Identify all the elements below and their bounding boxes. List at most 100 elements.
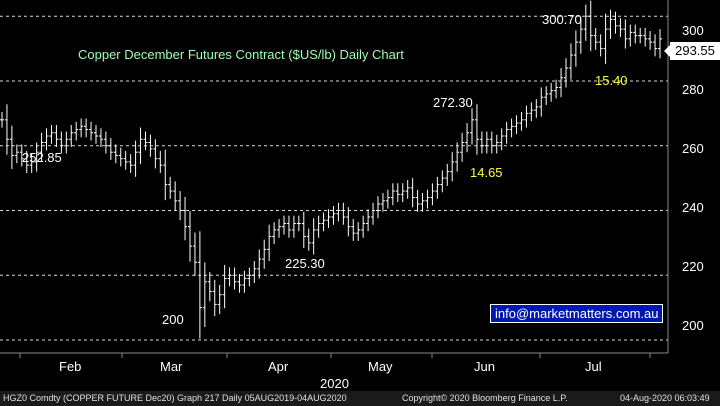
price-bar [183,196,188,241]
price-bar [306,228,311,251]
price-bar [237,273,242,293]
price-bar [430,183,435,206]
price-bar [529,102,534,122]
price-bar [593,27,598,50]
annotation-high-300: 300.70 [542,12,582,27]
price-bar [84,118,89,138]
price-bar [509,118,514,138]
price-bar [499,128,504,151]
price-bar [455,142,460,172]
annotation-move-1465: 14.65 [470,165,503,180]
annotation-low-200: 200 [162,312,184,327]
price-bar [544,86,549,105]
price-bar [222,264,227,309]
price-bar [282,215,286,235]
price-bar [321,212,326,232]
price-bar [385,189,390,209]
price-bar [79,118,84,138]
annotation-low-225: 225.30 [285,256,325,271]
price-bar [103,131,108,154]
price-bar [34,142,39,172]
price-bar [29,154,34,173]
price-bar [291,215,296,238]
price-bar [514,115,519,135]
y-tick-240: 240 [682,200,704,215]
price-bar [628,24,633,47]
price-bar [242,270,247,293]
price-bar [39,132,44,162]
price-bar [583,4,588,41]
price-bar [113,144,118,164]
price-bar [361,215,366,238]
price-bar [603,13,608,65]
price-bar [277,218,282,238]
price-bar [366,209,371,232]
price-bar [504,121,509,144]
x-axis-year: 2020 [320,376,349,391]
price-bar [588,0,593,52]
price-bar [613,11,618,34]
y-tick-280: 280 [682,82,704,97]
price-bar [123,150,128,170]
price-bar [341,202,346,225]
price-bar [49,125,54,144]
price-bar [272,222,277,245]
price-bar [163,149,168,201]
y-tick-220: 220 [682,259,704,274]
price-bar [633,24,638,44]
price-bar [658,29,662,59]
price-bar [564,58,568,88]
price-bar [19,144,24,167]
price-bar [435,176,440,199]
price-bar [286,215,291,238]
website-link[interactable]: info@marketmatters.com.au [490,304,664,323]
price-bar [128,154,133,173]
x-tick-apr: Apr [268,359,289,374]
price-bar [336,202,341,222]
price-bar [410,178,415,208]
x-tick-may: May [368,359,393,374]
price-bar [118,147,123,167]
price-bar [252,261,257,284]
price-bar [470,108,474,145]
price-bar [331,205,336,225]
price-bar [94,125,98,144]
footer-ticker: HGZ0 Comdty (COPPER FUTURE Dec20) Graph … [3,393,347,403]
price-bar [638,27,643,44]
price-bar [89,121,94,141]
gridlines [0,15,668,341]
price-bar [158,150,163,173]
price-bar [450,152,455,182]
price-bar [64,131,69,154]
price-bar [539,87,544,117]
price-bar [24,150,29,173]
price-bar [460,132,465,162]
price-bar [9,125,14,170]
annotation-low-252: 252.85 [22,150,62,165]
price-bar [311,218,316,255]
x-tick-mar: Mar [160,359,183,374]
price-bar [494,134,499,154]
x-tick-marks [19,353,651,358]
price-bar [519,112,524,131]
price-bar [549,82,554,102]
annotation-high-272: 272.30 [433,95,473,110]
price-bar [618,18,623,37]
price-bar [445,163,450,186]
price-bar [380,193,385,212]
price-bar [202,262,207,328]
price-bar [192,232,197,276]
price-bar [465,123,470,153]
bloomberg-footer: HGZ0 Comdty (COPPER FUTURE Dec20) Graph … [0,391,720,406]
price-bar [559,68,564,98]
price-bar [573,30,578,67]
price-bar [405,180,410,199]
price-bar [173,181,178,211]
price-bar [371,202,376,225]
y-tick-260: 260 [682,141,704,156]
price-bar [217,284,222,315]
price-bar [74,121,79,141]
price-bar [44,128,49,151]
price-bar [489,131,494,154]
price-bar [54,125,59,148]
